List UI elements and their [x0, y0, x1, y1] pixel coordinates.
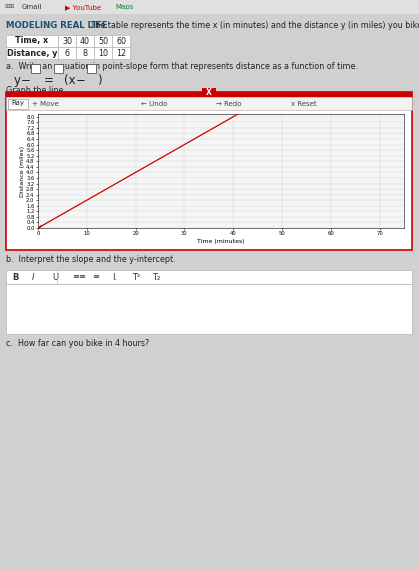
Text: Time, x: Time, x — [16, 36, 49, 46]
Text: 10: 10 — [98, 48, 108, 58]
Text: 40: 40 — [80, 36, 90, 46]
Bar — [112, 35, 130, 47]
Bar — [87, 64, 96, 73]
X-axis label: Time (minutes): Time (minutes) — [197, 239, 245, 245]
Text: ⊞⊞: ⊞⊞ — [4, 5, 15, 10]
Text: −: − — [76, 74, 86, 87]
Text: b.  Interpret the slope and the y-intercept.: b. Interpret the slope and the y-interce… — [6, 255, 176, 264]
Bar — [94, 35, 112, 47]
Text: =: = — [44, 74, 54, 87]
Text: I: I — [32, 272, 34, 282]
Text: T²: T² — [132, 272, 140, 282]
Text: Graph the line.: Graph the line. — [6, 86, 66, 95]
Bar — [76, 35, 94, 47]
Text: ≡≡: ≡≡ — [72, 272, 86, 282]
Bar — [112, 47, 130, 59]
Text: B: B — [12, 272, 18, 282]
Text: 12: 12 — [116, 48, 126, 58]
Text: Maps: Maps — [115, 4, 133, 10]
Text: a.  Write an equation in point-slope form that represents distance as a function: a. Write an equation in point-slope form… — [6, 62, 358, 71]
Bar — [202, 88, 216, 97]
Bar — [6, 47, 58, 59]
Bar — [6, 270, 412, 284]
Text: c.  How far can you bike in 4 hours?: c. How far can you bike in 4 hours? — [6, 339, 149, 348]
Bar — [31, 64, 40, 73]
Bar — [0, 0, 419, 14]
Bar — [6, 92, 412, 250]
Text: X: X — [206, 88, 212, 97]
Text: T₂: T₂ — [152, 272, 160, 282]
Text: MODELING REAL LIFE: MODELING REAL LIFE — [6, 21, 108, 30]
Text: −: − — [21, 74, 31, 87]
Bar — [6, 92, 412, 97]
Text: ▶ YouTube: ▶ YouTube — [65, 4, 101, 10]
Bar — [58, 47, 76, 59]
Text: ← Undo: ← Undo — [141, 100, 167, 107]
Text: 6: 6 — [65, 48, 70, 58]
Text: 8: 8 — [83, 48, 88, 58]
Bar — [6, 97, 412, 110]
Text: Gmail: Gmail — [22, 4, 42, 10]
Bar — [6, 35, 58, 47]
Text: U: U — [52, 272, 58, 282]
Text: Ray: Ray — [11, 100, 24, 107]
Bar — [8, 99, 28, 108]
Text: y: y — [14, 74, 21, 87]
Text: 50: 50 — [98, 36, 108, 46]
Text: x Reset: x Reset — [291, 100, 317, 107]
Y-axis label: Distance (miles): Distance (miles) — [20, 145, 25, 197]
Text: The table represents the time x (in minutes) and the distance y (in miles) you b: The table represents the time x (in minu… — [88, 21, 419, 30]
Text: ): ) — [97, 74, 102, 87]
Bar — [76, 47, 94, 59]
Text: + Move: + Move — [32, 100, 59, 107]
Bar — [6, 284, 412, 334]
Bar — [58, 35, 76, 47]
Text: 30: 30 — [62, 36, 72, 46]
Text: → Redo: → Redo — [216, 100, 241, 107]
Bar — [54, 64, 63, 73]
Text: (x: (x — [64, 74, 75, 87]
Text: Distance, y: Distance, y — [7, 48, 57, 58]
Bar — [94, 47, 112, 59]
Text: 60: 60 — [116, 36, 126, 46]
Text: I.: I. — [112, 272, 117, 282]
Text: ≡: ≡ — [92, 272, 99, 282]
